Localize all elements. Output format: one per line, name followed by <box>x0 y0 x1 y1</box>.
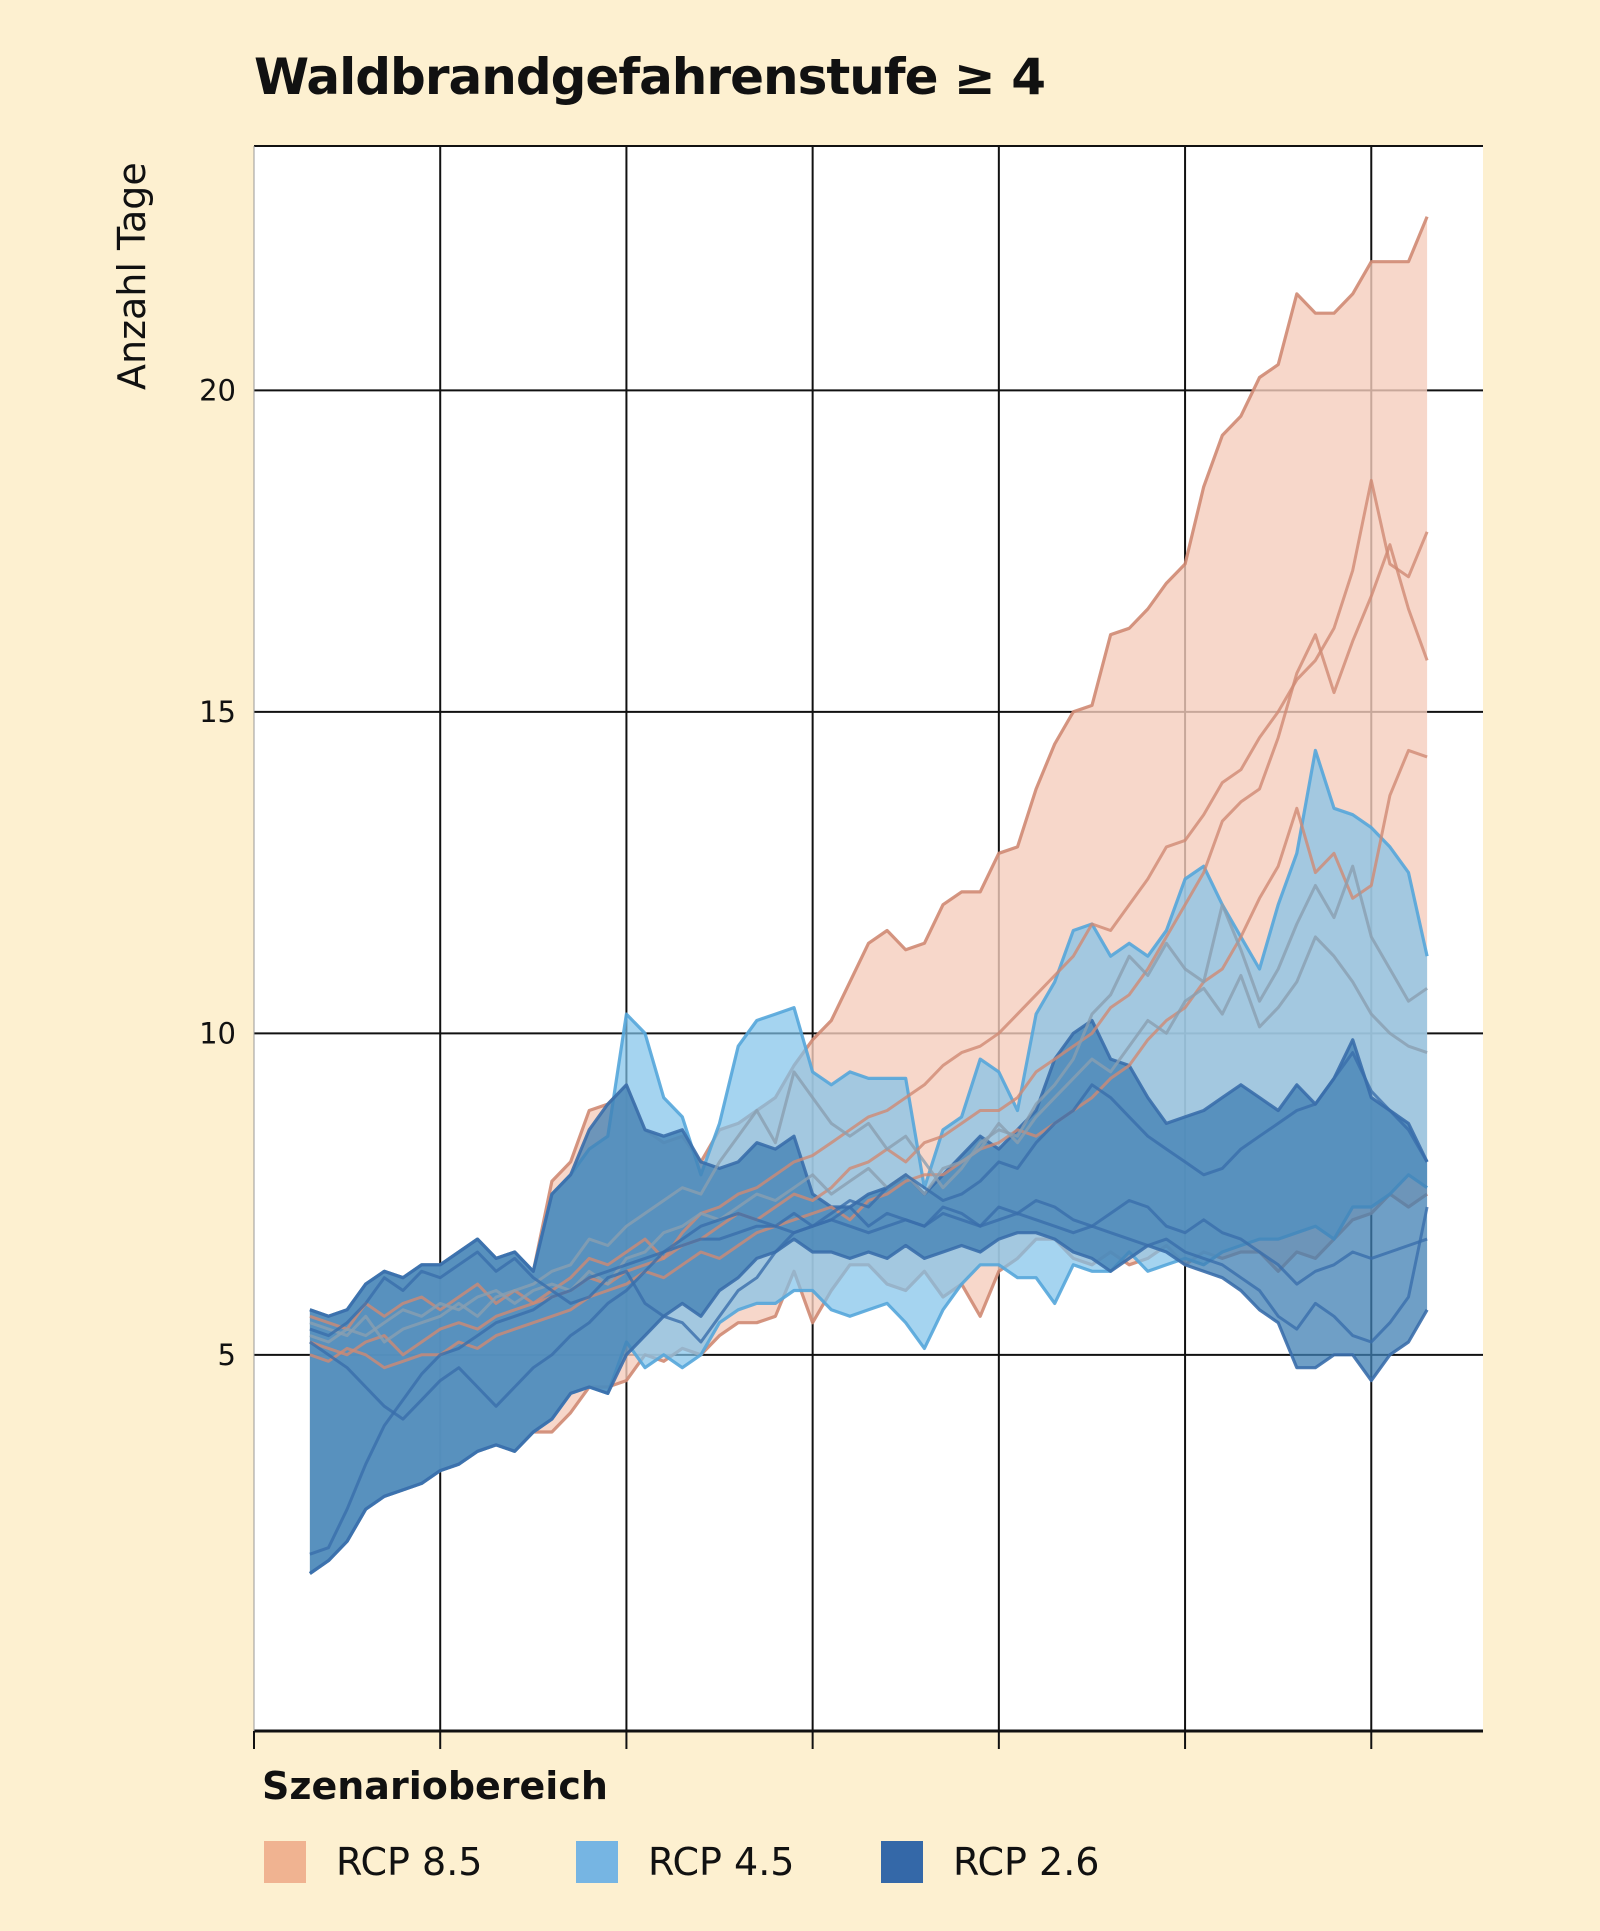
legend-title: Szenariobereich <box>262 1764 608 1808</box>
member-line-26 <box>309 1199 1428 1421</box>
legend-label-rcp45: RCP 4.5 <box>648 1840 795 1884</box>
chart-title: Waldbrandgefahrenstufe ≥ 4 <box>254 48 1046 106</box>
legend-item-rcp45: RCP 4.5 <box>576 1840 794 1884</box>
legend-item-rcp85: RCP 8.5 <box>264 1840 482 1884</box>
y-tick-label: 5 <box>218 1338 236 1372</box>
member-line-45 <box>309 935 1428 1344</box>
axes <box>253 146 1483 1733</box>
y-tick-labels: 5 10 15 20 <box>199 373 236 1372</box>
legend-swatch-rcp45 <box>576 1841 618 1883</box>
member-line-26 <box>309 1051 1429 1344</box>
legend-swatch-rcp85 <box>264 1841 306 1883</box>
x-tick-labels: 1960198020002020204020602080 <box>253 1731 1373 1749</box>
member-lines <box>309 478 1429 1556</box>
legend-label-rcp85: RCP 8.5 <box>336 1840 483 1884</box>
y-tick-label: 15 <box>199 695 236 729</box>
upper-bound-line-rcp26 <box>309 1018 1429 1318</box>
legend-label-rcp26: RCP 2.6 <box>953 1840 1100 1884</box>
member-line-85 <box>309 478 1429 1331</box>
lower-bound-line-rcp26 <box>308 1231 1429 1575</box>
chart: 1960198020002020204020602080 5 10 15 20 <box>199 145 1483 1749</box>
member-line-85 <box>309 543 1429 1357</box>
y-tick-label: 10 <box>199 1016 236 1050</box>
legend-swatch-rcp26 <box>881 1841 923 1883</box>
legend-item-rcp26: RCP 2.6 <box>881 1840 1099 1884</box>
member-line-45 <box>309 864 1428 1344</box>
y-tick-label: 20 <box>199 373 236 407</box>
area-rcp26 <box>309 1020 1428 1574</box>
member-line-26 <box>309 1206 1429 1556</box>
member-line-85 <box>309 748 1428 1370</box>
